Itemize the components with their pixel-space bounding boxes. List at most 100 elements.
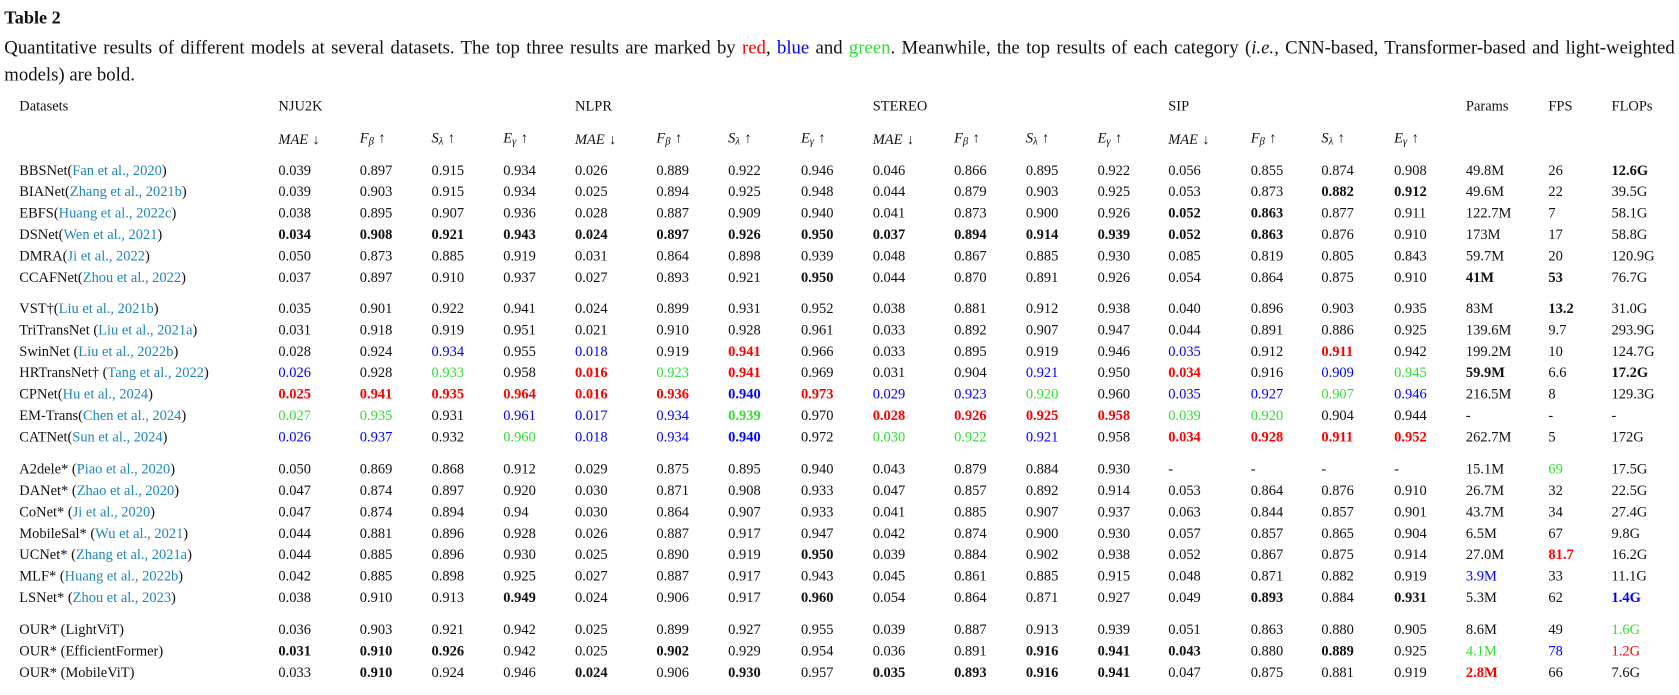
caption-part: green xyxy=(848,36,891,58)
cell: 0.925 xyxy=(503,567,536,584)
model: DMRA( xyxy=(19,247,68,264)
cell: 0.895 xyxy=(728,460,761,477)
cell: 0.897 xyxy=(656,226,689,243)
metric-symbol: S xyxy=(728,129,736,146)
cell: 120.9G xyxy=(1611,247,1655,264)
cell: 0.027 xyxy=(575,269,608,286)
cell: 17.2G xyxy=(1611,364,1649,381)
cell: 0.867 xyxy=(954,247,987,264)
cell: 0.053 xyxy=(1168,183,1201,200)
cell: 0.910 xyxy=(656,321,689,338)
cell: 0.037 xyxy=(872,226,906,243)
metric-subscript: γ xyxy=(512,135,517,148)
cell: 2.8M xyxy=(1465,664,1498,681)
cell: 0.029 xyxy=(575,460,608,477)
metric-arrow: ↑ xyxy=(1269,129,1277,146)
model-name: HRTransNet† (Tang et al., 2022) xyxy=(19,365,209,379)
cell: 0.040 xyxy=(1168,300,1201,317)
citation: Ji et al., 2020 xyxy=(72,503,151,520)
metric-subscript: γ xyxy=(1403,135,1408,148)
metric-header: Sλ ↑ xyxy=(728,129,751,148)
model: MLF* ( xyxy=(19,567,65,584)
model: SwinNet ( xyxy=(19,342,79,359)
model: CCAFNet( xyxy=(19,269,83,286)
cell: 0.050 xyxy=(278,460,311,477)
cell: 0.047 xyxy=(278,503,311,520)
cell: 0.030 xyxy=(575,482,608,499)
dataset-header: STEREO xyxy=(872,97,928,114)
cell: 0.035 xyxy=(278,300,311,317)
cell: 0.085 xyxy=(1168,247,1201,264)
cell: 0.048 xyxy=(872,247,906,264)
metric-symbol: F xyxy=(1250,129,1260,146)
cell: 0.938 xyxy=(1097,546,1131,563)
cell: 0.861 xyxy=(954,567,987,584)
cell: 0.873 xyxy=(359,247,393,264)
cell: 0.863 xyxy=(1250,226,1284,243)
model: ) xyxy=(173,342,179,359)
cell: 0.900 xyxy=(1025,524,1059,542)
dataset-header: SIP xyxy=(1168,97,1190,114)
cell: 0.930 xyxy=(1097,460,1131,477)
cell: 0.903 xyxy=(1025,183,1059,200)
cell: 0.903 xyxy=(359,621,393,638)
cell: 0.928 xyxy=(503,524,536,542)
model: ) xyxy=(144,247,150,264)
cell: 0.053 xyxy=(1168,482,1201,499)
citation: Sun et al., 2024 xyxy=(72,428,163,445)
cell: 0.921 xyxy=(431,226,465,243)
cell: 172G xyxy=(1611,428,1644,445)
cell: 43.7M xyxy=(1465,503,1505,520)
cell: 0.901 xyxy=(359,300,393,317)
cell: 0.904 xyxy=(1321,407,1354,424)
cell: 0.921 xyxy=(431,621,465,638)
cell: 0.044 xyxy=(278,546,311,563)
cell: 0.936 xyxy=(656,385,689,402)
cell: 0.925 xyxy=(1394,321,1427,338)
cell: 0.890 xyxy=(656,546,689,563)
model-name: CCAFNet(Zhou et al., 2022) xyxy=(19,270,186,284)
cell: 0.925 xyxy=(1394,642,1427,659)
model: ) xyxy=(162,428,168,445)
cell: 0.047 xyxy=(1168,664,1201,681)
cell: 0.947 xyxy=(1097,321,1131,338)
cell: 0.024 xyxy=(575,589,608,606)
citation: Zhang et al., 2021a xyxy=(75,546,188,563)
cell: 0.939 xyxy=(728,407,761,424)
cell: 0.045 xyxy=(872,567,906,584)
cell: 0.901 xyxy=(1394,503,1427,520)
caption-part: CNN-based, Transformer-based and light-w… xyxy=(4,36,1675,85)
cell: 0.044 xyxy=(872,183,906,200)
caption-part: red xyxy=(741,36,766,58)
metric-subscript: γ xyxy=(809,135,815,148)
cell: 0.914 xyxy=(1097,482,1131,499)
cell: 0.934 xyxy=(503,161,536,179)
cell: 0.921 xyxy=(1025,364,1059,381)
cell: 0.972 xyxy=(800,428,834,445)
cell: 0.902 xyxy=(656,642,689,659)
cell: 0.948 xyxy=(800,183,834,200)
metric-arrow: ↑ xyxy=(1411,129,1419,146)
cell: 0.924 xyxy=(359,342,393,359)
metric-symbol: S xyxy=(431,129,439,146)
cell: 0.934 xyxy=(656,428,689,445)
cell: 7 xyxy=(1548,204,1556,221)
cell: 0.940 xyxy=(728,428,761,445)
cell: 12.6G xyxy=(1611,161,1649,179)
cell: 0.943 xyxy=(800,567,834,584)
cell: 0.048 xyxy=(1168,567,1201,584)
metric-header: Sλ ↑ xyxy=(1321,129,1344,148)
cell: 0.041 xyxy=(872,503,906,520)
metric-symbol: S xyxy=(1321,129,1329,146)
citation: Hu et al., 2024 xyxy=(62,385,149,402)
caption-part: blue xyxy=(776,36,810,58)
cell: 27.0M xyxy=(1465,546,1505,563)
cell: 0.928 xyxy=(1250,428,1284,445)
model-name: MLF* (Huang et al., 2022b) xyxy=(19,569,183,583)
cell: 0.941 xyxy=(503,300,536,317)
metric-header: Fβ ↑ xyxy=(360,130,386,148)
cell: 0.896 xyxy=(431,524,465,542)
cell: 0.940 xyxy=(800,204,834,221)
cell: 0.893 xyxy=(954,664,987,681)
